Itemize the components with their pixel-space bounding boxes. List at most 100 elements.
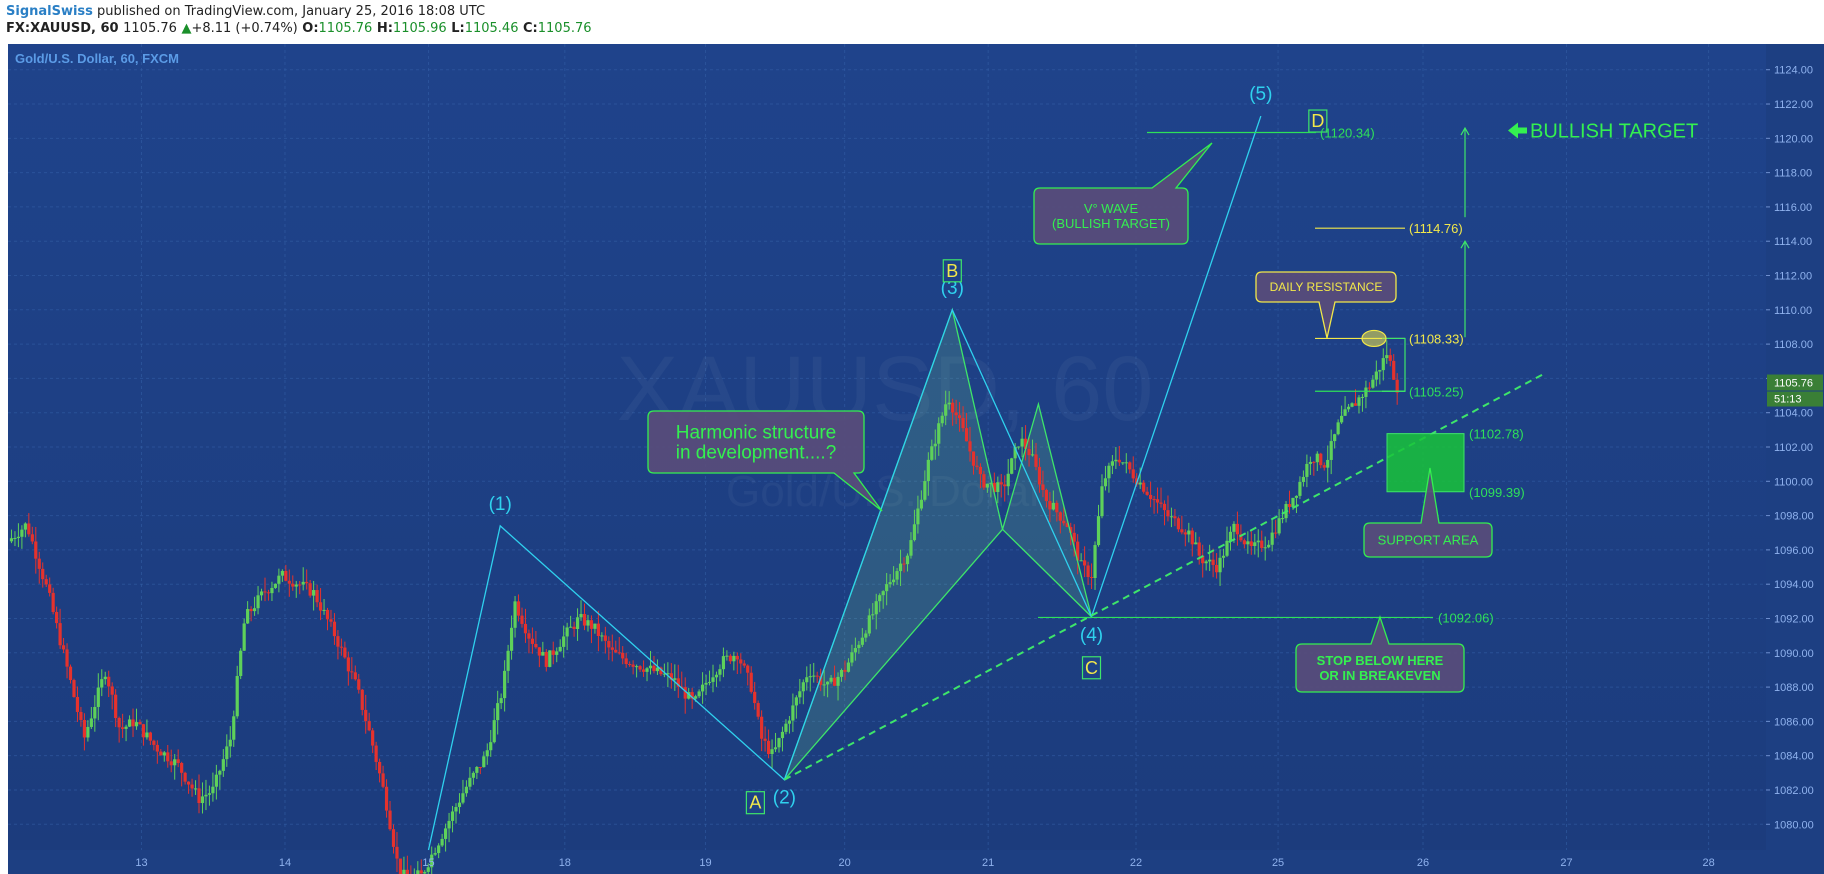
countdown-value: 51:13: [1774, 394, 1802, 406]
candle-body: [683, 687, 687, 699]
price-chart[interactable]: XAUUSD, 60 Gold/U.S. Dollar Gold/U.S. Do…: [0, 44, 1824, 874]
candle-body: [357, 679, 361, 690]
candle-body: [562, 636, 566, 647]
low-value: 1105.46: [464, 21, 519, 36]
candle-body: [430, 854, 434, 868]
candle-body: [1214, 564, 1219, 573]
candle-body: [1350, 403, 1354, 407]
candle-body: [93, 706, 97, 719]
candle-body: [200, 796, 205, 804]
candle-body: [1096, 516, 1101, 546]
candle-body: [433, 853, 437, 855]
candle-body: [23, 523, 27, 530]
price-tick-label: 1090.00: [1774, 648, 1814, 660]
candle-body: [336, 636, 340, 647]
candle-body: [454, 807, 458, 812]
candle-body: [114, 694, 118, 718]
candle-body: [1249, 541, 1253, 547]
candle-body: [384, 786, 389, 811]
candle-body: [364, 709, 368, 722]
time-tick-label: 27: [1560, 857, 1572, 869]
candle-body: [1093, 545, 1097, 578]
candle-body: [58, 623, 62, 646]
candle-body: [173, 759, 177, 766]
candle-body: [503, 670, 507, 699]
time-tick-label: 20: [839, 857, 851, 869]
change-value: +8.11 (+0.74%): [191, 21, 298, 36]
candle-body: [9, 538, 14, 542]
candle-body: [714, 674, 719, 678]
candle-body: [266, 592, 271, 594]
candle-body: [1055, 502, 1059, 513]
candle-body: [777, 738, 781, 748]
candle-body: [447, 820, 451, 829]
candle-body: [586, 620, 590, 626]
candle-body: [822, 684, 826, 686]
time-axis-labels: 13 14 15 18 19 20 21 22 25 26 27 28: [135, 857, 1714, 869]
price-tick-label: 1108.00: [1774, 339, 1813, 351]
candle-body: [700, 684, 705, 692]
candle-body: [27, 523, 31, 535]
candle-body: [631, 664, 635, 667]
candle-body: [1017, 446, 1021, 448]
candle-body: [902, 563, 906, 565]
point-label-box: [1308, 109, 1328, 133]
candle-body: [780, 731, 785, 739]
candle-body: [378, 761, 382, 774]
bullish-target-label: BULLISH TARGET: [1530, 120, 1698, 142]
candle-body: [516, 601, 521, 616]
harmonic-callout-box: [647, 410, 883, 512]
candle-body: [1305, 463, 1309, 477]
candle-body: [829, 677, 833, 682]
candle-body: [41, 568, 45, 580]
candle-body: [1218, 557, 1222, 573]
time-tick-label: 22: [1130, 857, 1142, 869]
candle-body: [596, 623, 601, 637]
level-label: (1105.25): [1409, 384, 1464, 399]
candle-body: [617, 652, 621, 654]
candle-body: [718, 669, 722, 675]
candle-body: [103, 676, 107, 680]
candle-body: [565, 627, 569, 637]
candle-body: [937, 423, 941, 444]
publish-info: published on TradingView.com, January 25…: [92, 4, 486, 19]
candle-body: [1235, 523, 1240, 535]
candle-body: [1267, 544, 1271, 548]
left-arrow-icon: [1508, 122, 1527, 139]
resistance-callout-box: [1255, 271, 1397, 339]
candle-body: [1187, 530, 1191, 535]
candle-body: [798, 691, 802, 698]
candle-body: [1121, 462, 1125, 464]
candle-body: [1336, 422, 1340, 435]
candle-body: [763, 738, 767, 741]
candle-body: [353, 672, 357, 680]
candle-body: [878, 595, 882, 602]
candle-body: [1315, 453, 1319, 463]
candle-body: [1194, 542, 1198, 545]
candle-body: [982, 474, 986, 488]
candle-body: [110, 686, 114, 695]
resistance-callout-text: DAILY RESISTANCE: [1270, 280, 1383, 294]
candle-body: [350, 671, 354, 673]
candle-body: [44, 579, 48, 585]
candle-body: [346, 657, 350, 672]
target-arrowhead: [1460, 126, 1470, 136]
candle-body: [1208, 559, 1212, 562]
candle-body: [138, 722, 142, 725]
author-link[interactable]: SignalSwiss: [6, 4, 93, 19]
candle-body: [805, 677, 809, 683]
candle-body: [225, 746, 229, 760]
candle-body: [544, 651, 548, 667]
candle-body: [947, 402, 951, 405]
candle-body: [145, 732, 149, 738]
candle-body: [846, 662, 851, 672]
candle-body: [1062, 520, 1066, 524]
candle-body: [575, 617, 580, 630]
candle-body: [628, 663, 632, 665]
candle-body: [614, 649, 618, 653]
time-tick-label: 13: [135, 857, 147, 869]
candle-body: [655, 667, 660, 672]
candle-body: [645, 668, 649, 672]
candle-body: [850, 652, 854, 663]
candle-body: [207, 793, 212, 795]
